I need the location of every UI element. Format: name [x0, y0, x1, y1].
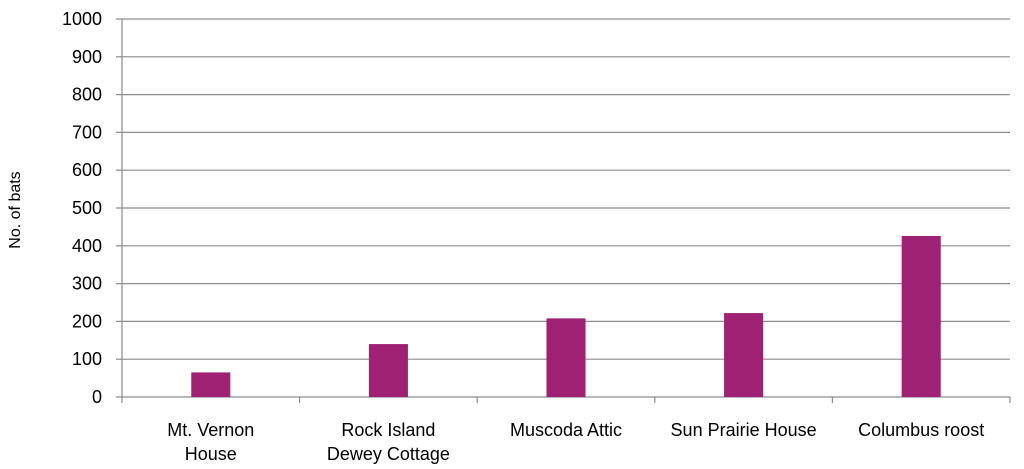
y-tick-label: 900	[72, 47, 102, 67]
x-tick-label-line: Sun Prairie House	[671, 420, 817, 440]
y-axis-title: No. of bats	[7, 171, 24, 248]
x-tick-label-line: House	[185, 444, 237, 464]
y-tick-label: 200	[72, 311, 102, 331]
bar	[546, 318, 586, 397]
y-tick-label: 300	[72, 274, 102, 294]
gridlines	[122, 18, 1010, 360]
y-tick-labels: 0 100 200 300 400 500 600 700 800 900 1000	[62, 9, 102, 407]
x-tick-label: Sun Prairie House	[671, 420, 817, 440]
y-tick-label: 800	[72, 85, 102, 105]
x-tick-label: Muscoda Attic	[510, 420, 622, 440]
x-tick-label-line: Columbus roost	[858, 420, 984, 440]
bar	[724, 313, 764, 397]
x-tick-label: Mt. Vernon House	[167, 420, 254, 464]
y-tick-label: 1000	[62, 9, 102, 29]
bar	[901, 235, 941, 397]
x-tick-label-line: Rock Island	[341, 420, 435, 440]
y-tick-label: 100	[72, 349, 102, 369]
y-tick-label: 0	[92, 387, 102, 407]
y-tick-label: 400	[72, 236, 102, 256]
bar	[368, 344, 408, 397]
y-tick-label: 600	[72, 160, 102, 180]
x-tick-label-line: Mt. Vernon	[167, 420, 254, 440]
x-tick-label: Rock Island Dewey Cottage	[327, 420, 450, 464]
x-tick-label-line: Muscoda Attic	[510, 420, 622, 440]
x-tick-labels: Mt. Vernon House Rock Island Dewey Cottage M…	[167, 420, 984, 464]
bars	[191, 235, 941, 397]
y-tick-label: 700	[72, 122, 102, 142]
x-tick-label-line: Dewey Cottage	[327, 444, 450, 464]
x-tick-label: Columbus roost	[858, 420, 984, 440]
bar	[191, 372, 231, 397]
y-tick-label: 500	[72, 198, 102, 218]
